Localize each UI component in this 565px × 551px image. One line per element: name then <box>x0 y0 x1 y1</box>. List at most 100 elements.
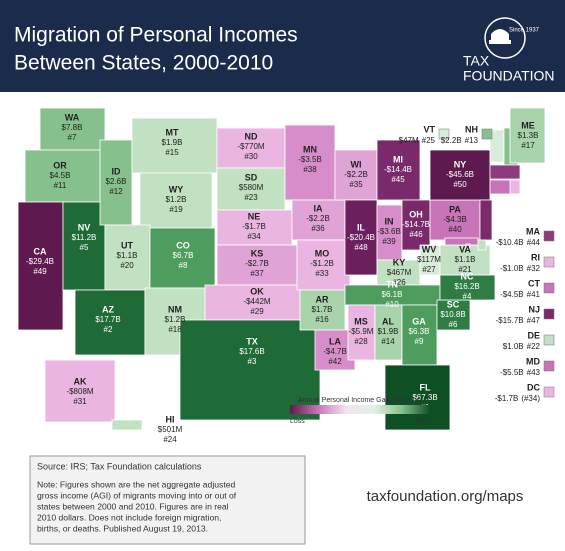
state-abbr: OK <box>250 286 264 296</box>
state-shape <box>384 364 451 431</box>
state-abbr: HI <box>166 414 175 424</box>
state-abbr: TN <box>386 279 398 289</box>
state-abbr: NY <box>454 159 467 169</box>
state-abbr: NJ <box>528 304 540 314</box>
state-amount: $1.9B <box>378 327 399 336</box>
state-rank: #7 <box>68 133 77 142</box>
note-line: births, or deaths. Published August 19, … <box>37 523 208 533</box>
state-shape <box>376 204 403 261</box>
state-amount: -$2.7B <box>245 259 269 268</box>
state-shape <box>111 419 143 431</box>
state-amount: $4.5B <box>50 171 71 180</box>
state-amount: $47M <box>399 136 419 145</box>
state-shape <box>296 239 351 291</box>
state-rank: #45 <box>391 175 405 184</box>
state-swatch <box>543 256 555 268</box>
state-shape <box>149 227 216 289</box>
state-shape <box>299 289 346 331</box>
state-abbr: KS <box>251 248 264 258</box>
state-rank: #43 <box>527 368 541 377</box>
state-rank: #35 <box>349 180 363 189</box>
state-shape <box>479 199 493 241</box>
state-amount: $580M <box>239 183 264 192</box>
state-rank: #26 <box>392 278 406 287</box>
state-shape <box>99 139 133 226</box>
state-abbr: VT <box>423 124 435 134</box>
state-rank: #18 <box>168 325 182 334</box>
state-abbr: WA <box>65 112 80 122</box>
state-abbr: UT <box>121 240 133 250</box>
state-amount: $467M <box>387 268 412 277</box>
state-amount: $6.3B <box>409 327 430 336</box>
state-abbr: ID <box>112 166 122 176</box>
state-rank: #49 <box>33 267 47 276</box>
state-amount: $1.2B <box>165 315 186 324</box>
state-abbr: SD <box>245 172 258 182</box>
state-amount: -$770M <box>237 142 264 151</box>
state-abbr: CA <box>34 246 47 256</box>
state-shape <box>104 224 151 291</box>
state-value: -$1.7B (#34) <box>495 394 541 403</box>
state-swatch <box>438 128 450 140</box>
state-value: $2.2B #13 <box>441 136 479 145</box>
state-amount: $1.1B <box>455 255 476 264</box>
state-value: -$4.5B #41 <box>500 290 540 299</box>
state-rank: #42 <box>328 357 342 366</box>
logo-since: Since 1937 <box>509 28 540 34</box>
state-abbr: GA <box>412 316 426 326</box>
state-rank: #32 <box>527 264 541 273</box>
state-abbr: MO <box>315 248 330 258</box>
logo-name: FOUNDATION <box>463 68 555 84</box>
state-amount: -$4.3B <box>443 215 467 224</box>
state-abbr: ND <box>245 131 258 141</box>
state-swatch <box>543 230 555 242</box>
state-shape <box>344 199 378 276</box>
state-amount: $6.7B <box>173 251 194 260</box>
state-shape <box>489 179 511 195</box>
state-rank: #38 <box>303 165 317 174</box>
state-shape <box>139 172 213 229</box>
state-abbr: MA <box>526 226 540 236</box>
state-amount: -$1.0B <box>500 264 524 273</box>
state-rank: #46 <box>409 230 423 239</box>
state-value: -$10.4B #44 <box>496 238 541 247</box>
state-rank: #27 <box>422 265 436 274</box>
state-abbr: NH <box>465 124 478 134</box>
logo: Since 1937 TAX FOUNDATION <box>463 17 555 84</box>
state-amount: $1.1B <box>117 251 138 260</box>
state-amount: -$1.2B <box>310 259 334 268</box>
logo-name: TAX <box>463 53 490 69</box>
state-rank: #31 <box>73 397 87 406</box>
state-abbr: WV <box>422 244 437 254</box>
state-rank: #47 <box>527 316 541 325</box>
state-abbr: MN <box>303 144 317 154</box>
state-abbr: SC <box>447 299 460 309</box>
state-amount: $117M <box>417 255 441 264</box>
state-amount: $17.7B <box>95 315 120 324</box>
legend-gradient <box>290 405 430 414</box>
logo-dome <box>489 29 511 44</box>
state-amount: -$5.9M <box>349 327 374 336</box>
state-rank: #29 <box>250 307 264 316</box>
state-rank: #30 <box>244 152 258 161</box>
state-rank: #10 <box>385 300 399 309</box>
state-amount: $1.2B <box>166 195 187 204</box>
state-abbr: OH <box>409 209 423 219</box>
state-shape <box>216 127 286 169</box>
state-shape <box>376 139 421 201</box>
state-rank: #20 <box>120 261 134 270</box>
header-band <box>0 0 565 92</box>
state-abbr: MI <box>393 154 403 164</box>
state-abbr: LA <box>329 336 341 346</box>
state-rank: #50 <box>453 180 467 189</box>
state-rank: #24 <box>163 435 177 444</box>
url: taxfoundation.org/maps <box>367 488 524 505</box>
state-abbr: AZ <box>102 304 114 314</box>
state-amount: $7.8B <box>62 123 83 132</box>
state-rank: #6 <box>449 320 458 329</box>
state-swatch <box>543 360 555 372</box>
note-line: 2010 dollars. Does not include foreign m… <box>37 512 221 522</box>
state-shape <box>334 149 378 201</box>
state-abbr: FL <box>420 382 431 392</box>
